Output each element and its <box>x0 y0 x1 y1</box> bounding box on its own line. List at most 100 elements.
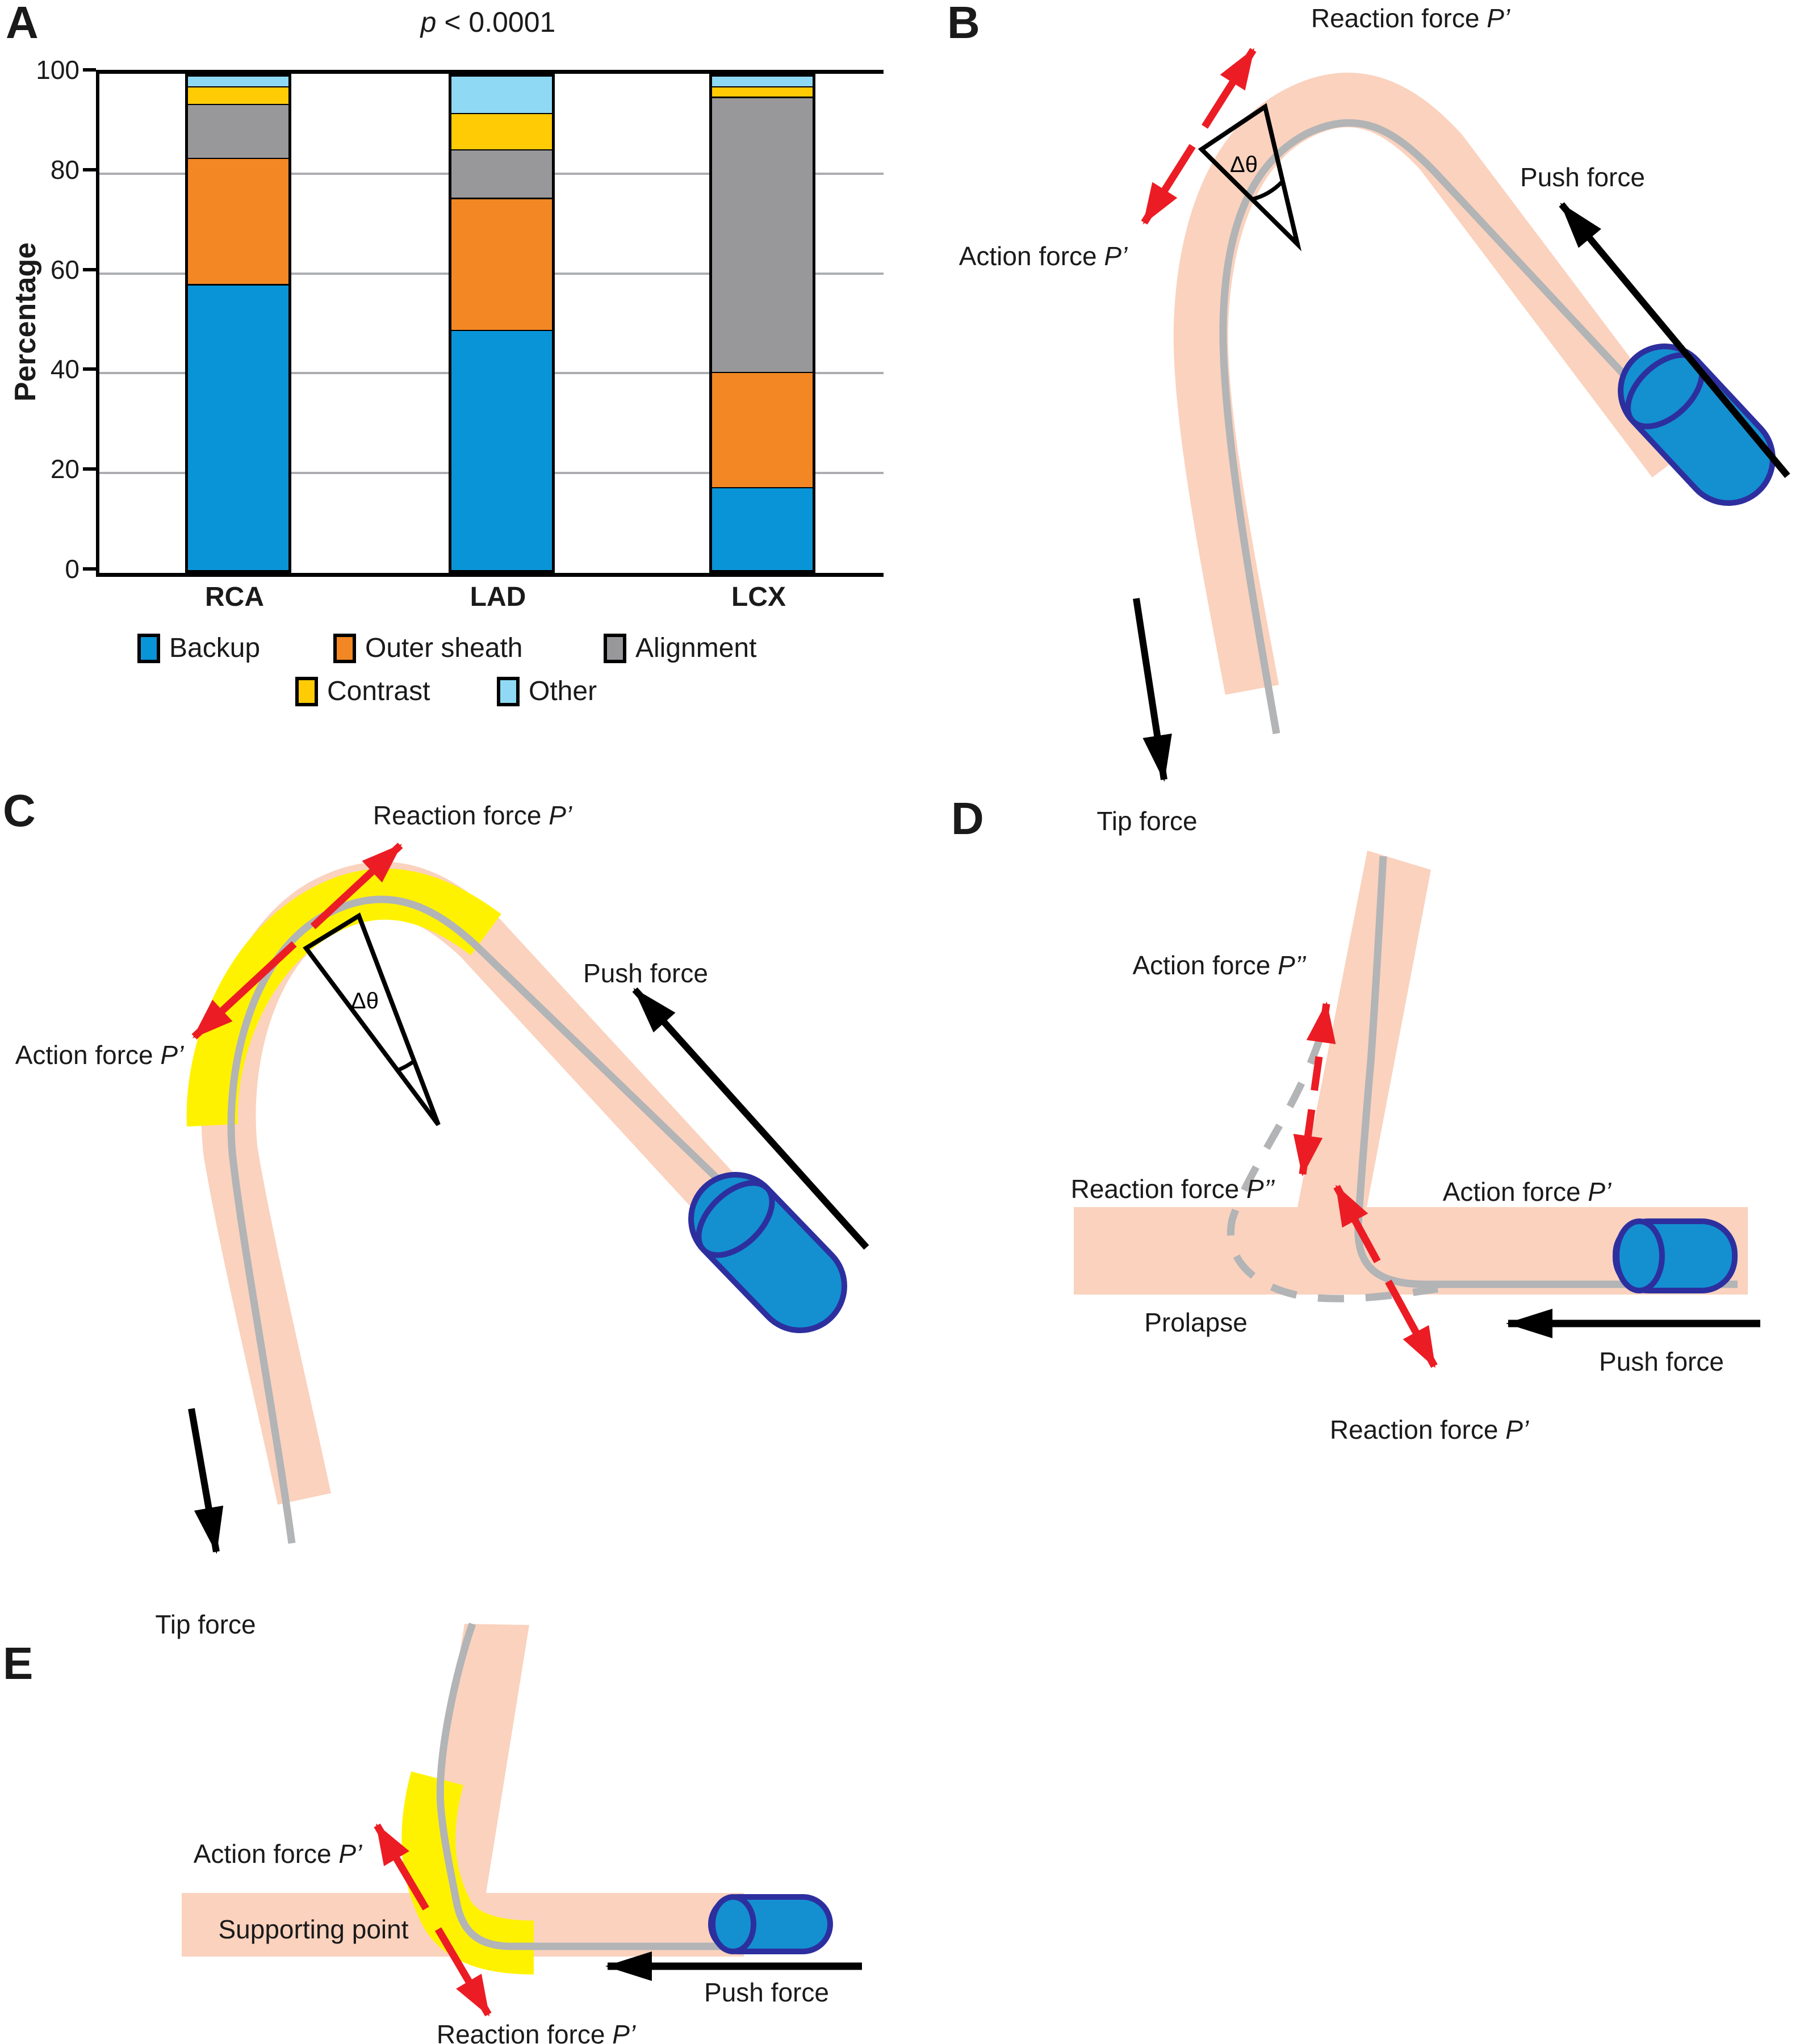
bar-divider-LCX <box>709 485 815 489</box>
action-reaction-arrow <box>1141 48 1257 225</box>
y-tick-mark-40 <box>83 367 96 371</box>
guidewire <box>1219 119 1689 735</box>
label-symbol: P’ <box>1505 1415 1529 1444</box>
bar-outline-LAD <box>448 74 555 573</box>
angle-triangle <box>303 912 441 1126</box>
catheter-mouth <box>1614 1218 1665 1293</box>
bar-segment-LCX-Outer sheath <box>709 371 815 487</box>
label-action-force: Action force P’ <box>959 241 1128 271</box>
tip-force-arrow <box>188 1408 224 1554</box>
label-text: Reaction force <box>373 801 549 830</box>
bar-segment-LAD-Backup <box>448 329 555 573</box>
label-push-force: Push force <box>1599 1347 1724 1376</box>
diagram-c: Reaction force P’ Action force P’ Push f… <box>15 801 869 1639</box>
label-action-force-p1: Action force P’ <box>1443 1177 1612 1207</box>
diagram-d: Action force P’’ Reaction force P’’ Acti… <box>1071 851 1760 1444</box>
guiding-catheter <box>688 1172 847 1333</box>
legend-item-alignment: Alignment <box>604 631 756 665</box>
label-symbol: P’ <box>338 1839 362 1869</box>
label-prolapse: Prolapse <box>1144 1308 1248 1337</box>
label-push-force: Push force <box>1520 162 1645 192</box>
bar-segment-LCX-Alignment <box>709 97 815 372</box>
label-symbol: P’’ <box>1278 950 1306 980</box>
y-tick-mark-60 <box>83 267 96 271</box>
angle-arc <box>1252 181 1283 202</box>
label-symbol: P’’ <box>1246 1174 1275 1204</box>
bar-divider-LAD <box>448 196 555 199</box>
label-symbol: P’ <box>1588 1177 1612 1207</box>
label-reaction-force-p2: Reaction force P’’ <box>1071 1174 1275 1204</box>
bar-segment-RCA-Alignment <box>185 103 291 158</box>
bar-segment-RCA-Backup <box>185 284 291 573</box>
label-symbol: P’ <box>160 1040 184 1070</box>
bar-divider-LCX <box>709 85 815 88</box>
bar-segment-LCX-Contrast <box>709 86 815 97</box>
stacked-bar-chart: p < 0.0001 Percentage 0 20 40 60 80 100 RCA LAD… <box>0 0 909 755</box>
label-symbol: P’ <box>612 2020 636 2044</box>
y-tick-80: 80 <box>50 154 79 185</box>
label-reaction-force: Reaction force P’ <box>1311 3 1510 33</box>
panel-label-c: C <box>3 785 36 836</box>
legend-swatch-backup <box>137 634 160 663</box>
bar-divider-RCA <box>185 102 291 106</box>
plot-area <box>96 70 884 577</box>
panel-label-a: A <box>6 0 39 48</box>
bar-divider-LAD <box>448 148 555 151</box>
guiding-catheter <box>1618 344 1776 506</box>
panel-label-d: D <box>951 793 984 844</box>
chart-title-rest: < 0.0001 <box>436 6 556 38</box>
push-force-arrow <box>1559 202 1790 478</box>
label-text: Action force <box>1443 1177 1588 1207</box>
diagram-b: Reaction force P’ Action force P’ Push f… <box>959 3 1790 836</box>
y-tick-mark-20 <box>83 467 96 471</box>
bar-segment-LAD-Other <box>448 74 555 113</box>
panel-label-b: B <box>947 0 980 48</box>
y-tick-mark-0 <box>83 567 96 571</box>
tip-force-arrow <box>1133 598 1172 782</box>
bar-segment-LAD-Outer sheath <box>448 198 555 330</box>
legend-swatch-alignment <box>604 634 626 663</box>
catheter-mouth <box>696 1180 775 1258</box>
label-tip-force: Tip force <box>155 1610 256 1639</box>
bend-action-reaction-arrow <box>1333 1184 1438 1368</box>
x-label-LCX: LCX <box>731 582 786 612</box>
legend-item-backup: Backup <box>137 631 260 665</box>
bar-segment-RCA-Outer sheath <box>185 157 291 284</box>
y-tick-20: 20 <box>50 454 79 484</box>
bar-divider-RCA <box>185 282 291 286</box>
diagram-e: Action force P’ Supporting point Push fo… <box>182 1622 862 2044</box>
bar-divider-LAD <box>448 328 555 332</box>
label-tip-force: Tip force <box>1096 806 1197 836</box>
bar-divider-LCX <box>709 370 815 374</box>
legend-label: Alignment <box>635 633 757 663</box>
guiding-catheter <box>1613 1218 1738 1293</box>
chart-title: p < 0.0001 <box>96 6 880 39</box>
label-supporting-point: Supporting point <box>218 1915 408 1944</box>
legend-label: Other <box>529 676 597 706</box>
label-symbol: P’ <box>549 801 572 830</box>
legend-label: Backup <box>169 633 261 663</box>
label-text: Action force <box>959 241 1104 271</box>
y-tick-mark-100 <box>83 68 96 72</box>
legend-label: Contrast <box>327 676 430 706</box>
y-tick-100: 100 <box>36 55 79 85</box>
bar-segment-LCX-Backup <box>709 487 815 573</box>
bar-segment-LAD-Alignment <box>448 149 555 198</box>
label-delta-theta: Δθ <box>351 989 379 1013</box>
y-axis-label: Percentage <box>9 242 42 402</box>
bar-outline-RCA <box>185 74 291 573</box>
label-text: Action force <box>194 1839 339 1869</box>
bar-outline-LCX <box>709 74 815 573</box>
y-tick-40: 40 <box>50 354 79 384</box>
vessel <box>1173 73 1696 695</box>
angle-arc <box>396 1059 416 1073</box>
label-push-force: Push force <box>704 1978 829 2007</box>
push-force-arrow <box>632 987 869 1250</box>
label-symbol: P’ <box>1487 3 1510 33</box>
catheter-mouth <box>710 1894 756 1954</box>
bar-divider-RCA <box>185 156 291 160</box>
legend-label: Outer sheath <box>365 633 523 663</box>
label-text: Action force <box>15 1040 161 1070</box>
y-tick-60: 60 <box>50 254 79 284</box>
x-label-LAD: LAD <box>470 582 526 612</box>
